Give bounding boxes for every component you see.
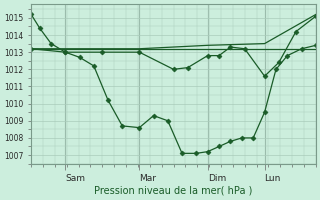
X-axis label: Pression niveau de la mer( hPa ): Pression niveau de la mer( hPa ) (94, 186, 253, 196)
